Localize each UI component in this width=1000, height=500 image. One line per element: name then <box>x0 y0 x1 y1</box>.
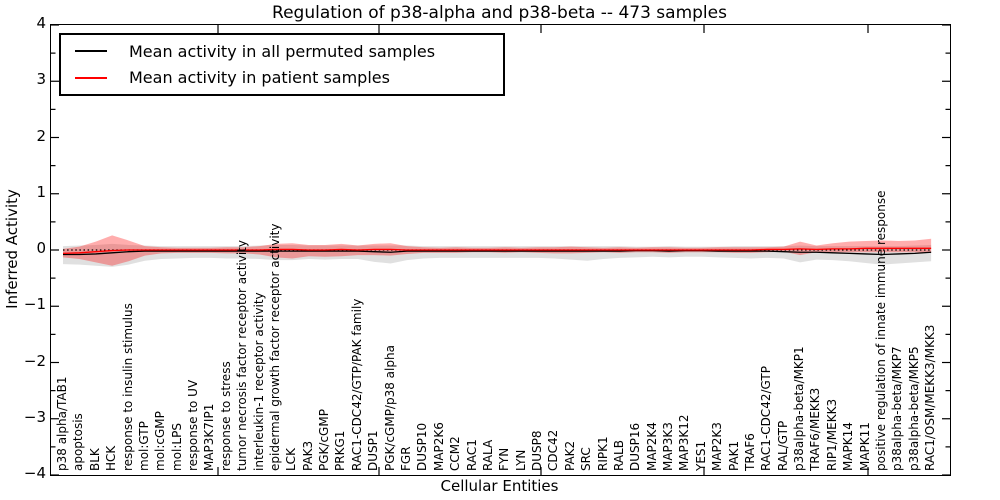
y-tick-label: 4 <box>36 14 46 32</box>
y-tick-label: −4 <box>23 464 46 482</box>
legend-entry-patient: Mean activity in patient samples <box>61 68 503 87</box>
patient-mean-line <box>62 247 932 255</box>
legend-label-permuted: Mean activity in all permuted samples <box>129 41 436 61</box>
chart-svg <box>51 25 950 475</box>
x-axis-label: Cellular Entities <box>440 477 559 495</box>
y-tick-label: 0 <box>36 239 46 257</box>
y-tick-label: 2 <box>36 126 46 145</box>
y-tick-label: −3 <box>23 407 46 426</box>
permuted-line-sample <box>75 50 107 53</box>
legend: Mean activity in all permuted samples Me… <box>59 33 505 96</box>
y-tick-label: −1 <box>23 295 46 314</box>
legend-label-patient: Mean activity in patient samples <box>129 68 390 88</box>
y-tick-label: 3 <box>36 70 46 89</box>
plot-area <box>50 24 951 476</box>
permuted-mean-line <box>63 249 932 256</box>
y-tick-label: 1 <box>36 182 46 201</box>
y-tick-label: −2 <box>23 351 46 370</box>
chart-title: Regulation of p38-alpha and p38-beta -- … <box>272 3 727 23</box>
legend-entry-permuted: Mean activity in all permuted samples <box>61 42 503 61</box>
patient-line-sample <box>75 76 107 79</box>
